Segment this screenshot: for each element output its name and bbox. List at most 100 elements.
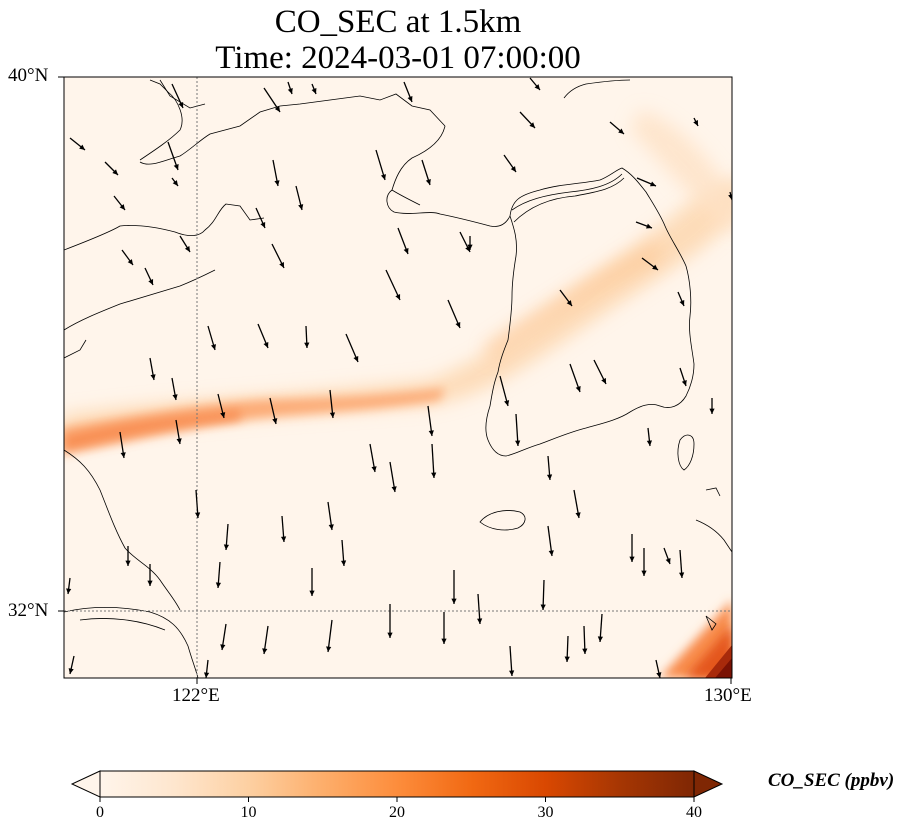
colorbar [70,770,724,802]
wind-arrowhead [566,300,572,306]
wind-arrowhead [150,374,156,380]
map-frame [63,76,733,679]
wind-arrowhead [120,452,126,458]
wind-arrow [385,269,401,301]
wind-arrowhead [173,164,179,170]
wind-arrowhead [66,588,72,594]
wind-arrowhead [515,440,521,446]
wind-arrowhead [287,88,293,94]
map-background [64,77,732,678]
wind-arrowhead [575,512,581,518]
map-title-line1: CO_SEC at 1.5km [274,4,522,40]
wind-vectors [66,77,732,678]
wind-arrowhead [220,412,226,418]
wind-arrowhead [79,144,85,150]
wind-arrowhead [220,644,226,650]
wind-arrowhead [646,223,652,229]
wind-arrowhead [629,556,635,562]
wind-arrowhead [534,84,540,90]
colorbar-tick-30: 30 [537,804,554,821]
lat-label-32: 32°N [8,600,49,621]
wind-arrowhead [119,204,125,210]
colorbar-tick-40: 40 [686,804,702,821]
map-title-line2: Time: 2024-03-01 07:00:00 [215,40,581,76]
wind-arrowhead [403,248,409,254]
wind-arrowhead [184,246,190,252]
wind-arrowhead [656,672,662,678]
wind-arrowhead [223,544,230,550]
gridlines [64,77,732,678]
wind-arrowhead [575,386,581,392]
wind-arrowhead [548,550,554,556]
wind-arrowhead [407,96,413,102]
lon-label-130: 130°E [704,685,752,706]
wind-arrowhead [260,222,266,228]
lon-label-122: 122°E [172,685,220,706]
wind-arrowhead [510,166,516,172]
wind-arrowhead [311,88,317,94]
wind-arrowhead [147,580,153,586]
wind-arrowhead [274,106,280,112]
wind-arrowhead [178,102,184,108]
wind-arrowhead [425,179,431,185]
wind-arrowhead [371,466,377,472]
wind-arrowhead [172,180,178,186]
wind-arrowhead [304,342,310,348]
wind-arrowhead [646,440,652,446]
wind-arrowhead [204,672,210,678]
colorbar-tick-10: 10 [240,804,257,821]
wind-arrowhead [176,438,182,444]
wind-arrowhead [665,558,671,564]
wind-arrowhead [455,322,461,328]
wind-arrowhead [529,122,535,128]
wind-arrowhead [125,560,131,566]
wind-arrowhead [279,262,284,268]
wind-arrowhead [280,536,287,542]
colorbar-gradient [100,771,694,797]
wind-arrowhead [693,120,698,126]
wind-arrowhead [467,244,473,250]
wind-arrowhead [451,598,457,604]
wind-arrowhead [274,180,280,186]
wind-arrowhead [428,430,434,436]
wind-arrowhead [326,646,332,652]
wind-arrowhead [679,572,685,578]
axis-ticks [58,76,732,684]
wind-arrowhead [148,279,154,285]
wind-arrowhead [380,174,386,180]
wind-arrowhead [679,300,685,306]
wind-arrowhead [395,294,401,300]
wind-arrowhead [540,604,546,610]
wind-arrowhead [329,412,336,418]
co-plume-field [64,110,732,678]
wind-arrowhead [509,670,515,676]
wind-arrowhead [210,344,216,350]
colorbar-tick-20: 20 [389,804,405,821]
wind-arrowhead [582,648,588,654]
wind-arrowhead [195,512,201,518]
wind-arrowhead [441,638,447,644]
wind-arrowhead [546,474,553,480]
wind-arrowhead [127,259,133,265]
wind-arrowhead [391,486,397,492]
wind-arrowhead [477,618,483,624]
wind-arrowhead [728,194,732,200]
wind-arrowhead [601,378,606,384]
wind-arrowhead [215,582,222,588]
colorbar-extend-max [693,770,724,798]
wind-arrowhead [650,181,656,187]
wind-arrowhead [328,524,334,530]
wind-arrowhead [298,204,304,210]
wind-arrowhead [641,570,647,576]
colorbar-label: CO_SEC (ppbv) [768,770,895,791]
wind-arrowhead [597,636,603,642]
colorbar-extend-min [70,770,101,798]
colorbar-tick-0: 0 [96,804,104,821]
wind-arrowhead [353,356,359,362]
wind-arrowhead [262,648,268,654]
wind-arrowhead [172,394,178,400]
wind-arrowhead [112,169,118,175]
wind-arrowhead [504,400,510,406]
wind-arrowhead [68,668,74,674]
